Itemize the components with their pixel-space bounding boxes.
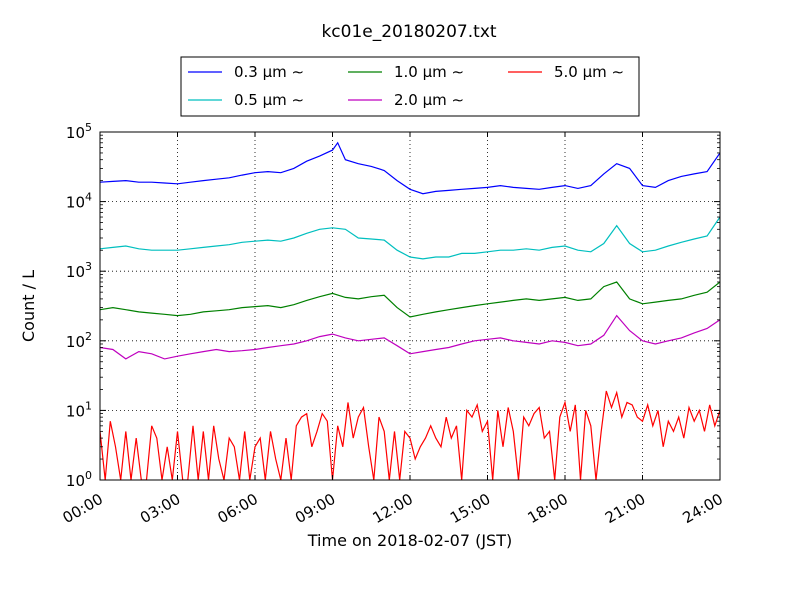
x-tick-label: 06:00: [215, 490, 261, 527]
series-layer: [100, 141, 720, 480]
x-tick-label: 03:00: [137, 490, 183, 527]
x-tick-label: 00:00: [60, 490, 106, 527]
legend-label-1: 0.5 μm ∼: [234, 91, 304, 109]
legend-label-3: 2.0 μm ∼: [394, 91, 464, 109]
series-line-2: [100, 281, 720, 318]
series-line-0: [100, 141, 720, 195]
x-tick-label: 18:00: [525, 490, 571, 527]
y-tick-label: 103: [66, 260, 92, 281]
legend: 0.3 μm ∼ 0.5 μm ∼ 1.0 μm ∼ 2.0 μm ∼ 5.0 μm ∼: [180, 56, 640, 117]
x-axis-label: Time on 2018-02-07 (JST): [307, 531, 512, 550]
chart-title: kc01e_20180207.txt: [321, 22, 496, 42]
y-tick-label: 101: [66, 399, 92, 420]
series-line-4: [100, 390, 720, 480]
y-tick-label: 100: [66, 469, 92, 490]
axis-ticks: 00:00 03:00 06:00 09:00 12:00 15:00 18:00 21:00…: [60, 121, 726, 527]
legend-label-4: 5.0 μm ∼: [554, 63, 624, 81]
series-line-3: [100, 314, 720, 360]
x-tick-label: 09:00: [292, 490, 338, 527]
y-axis-label: Count / L: [19, 270, 38, 342]
x-tick-label: 24:00: [680, 490, 726, 527]
legend-label-0: 0.3 μm ∼: [234, 63, 304, 81]
grid-lines: [100, 132, 720, 480]
y-tick-label: 105: [66, 121, 92, 142]
y-tick-label: 104: [66, 191, 92, 212]
legend-label-2: 1.0 μm ∼: [394, 63, 464, 81]
legend-box: [180, 56, 640, 117]
x-tick-label: 21:00: [602, 490, 648, 527]
series-line-1: [100, 216, 720, 260]
x-tick-label: 12:00: [370, 490, 416, 527]
x-tick-label: 15:00: [447, 490, 493, 527]
y-tick-label: 102: [66, 330, 92, 351]
